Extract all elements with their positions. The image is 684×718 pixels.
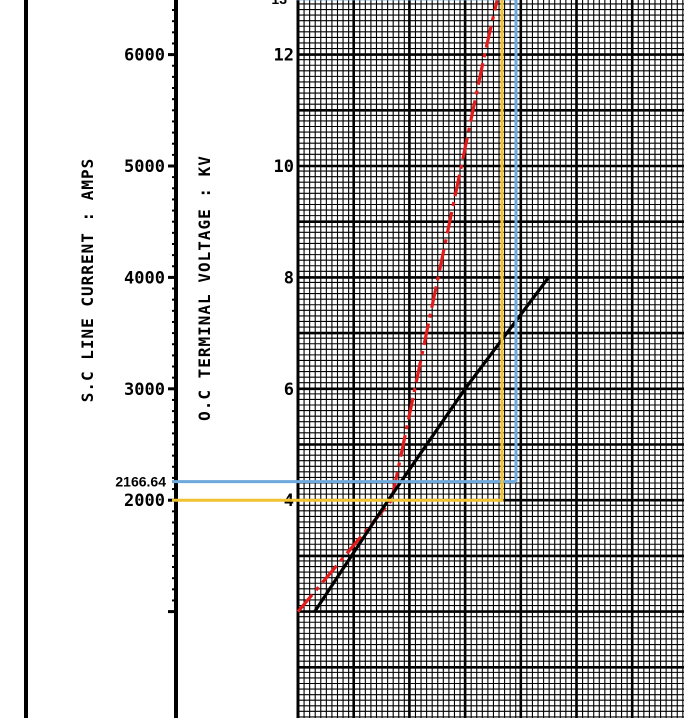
series-line-3: [313, 276, 550, 613]
grid-major: [296, 0, 684, 718]
current-tick-label: 6000: [124, 46, 165, 66]
current-tick-label: 2000: [124, 491, 165, 511]
voltage-tick-label: 8: [284, 268, 294, 288]
annotations: 13 2166.64: [115, 0, 518, 502]
series-line-1: [296, 0, 499, 613]
annotation-voltage-guide: [296, 0, 518, 482]
axes: 200030004000500060007000468101214: [24, 0, 294, 718]
voltage-tick-label: 6: [284, 380, 294, 400]
series: [296, 0, 550, 613]
current-tick-label: 4000: [124, 268, 165, 288]
annotation-current-label: 2166.64: [115, 474, 166, 490]
current-tick-label: 5000: [124, 157, 165, 177]
annotation-current-guide-yellow: [172, 0, 504, 502]
grid: [296, 0, 684, 718]
current-tick-label: 3000: [124, 380, 165, 400]
current-axis-title: S.C LINE CURRENT : AMPS: [78, 158, 97, 403]
annotation-voltage-label: 13: [271, 0, 287, 7]
voltage-tick-label: 10: [274, 157, 294, 177]
voltage-tick-label: 12: [274, 46, 294, 66]
labels: S.C LINE CURRENT : AMPS O.C TERMINAL VOL…: [78, 155, 214, 421]
voltage-axis-title: O.C TERMINAL VOLTAGE : KV: [195, 155, 214, 421]
